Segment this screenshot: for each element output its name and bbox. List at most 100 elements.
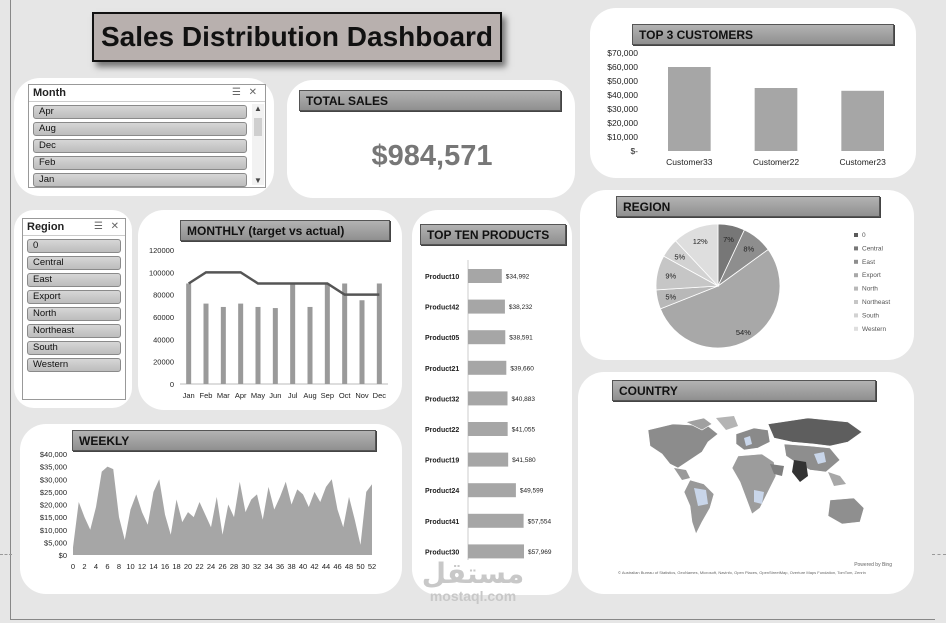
legend-swatch bbox=[854, 246, 858, 251]
data-label: $38,591 bbox=[509, 335, 533, 342]
x-tick-label: 26 bbox=[218, 562, 226, 571]
data-label: $57,969 bbox=[528, 549, 552, 556]
legend-swatch bbox=[854, 286, 858, 291]
bar bbox=[468, 269, 502, 283]
y-tick-label: $0 bbox=[59, 551, 67, 560]
country-panel: COUNTRY Powered by Bing © Australian Bur… bbox=[578, 372, 914, 594]
legend-swatch bbox=[854, 300, 858, 304]
x-tick-label: Customer22 bbox=[753, 157, 800, 167]
map-credit: Powered by Bing bbox=[854, 562, 892, 568]
region-slicer-item-0[interactable]: 0 bbox=[27, 239, 121, 253]
region-slicer-item-east[interactable]: East bbox=[27, 273, 121, 287]
multi-select-icon[interactable]: ☰ bbox=[94, 221, 103, 232]
y-tick-label: $20,000 bbox=[40, 501, 67, 510]
legend-label: Export bbox=[862, 272, 881, 279]
x-tick-label: Aug bbox=[303, 391, 316, 400]
bar bbox=[468, 360, 507, 375]
region-slicer-item-south[interactable]: South bbox=[27, 341, 121, 355]
series-line bbox=[187, 271, 380, 296]
month-slicer-item-aug[interactable]: Aug bbox=[33, 122, 247, 136]
month-slicer-item-jan[interactable]: Jan bbox=[33, 173, 247, 187]
page-break-line bbox=[932, 554, 946, 555]
region-slicer-item-western[interactable]: Western bbox=[27, 358, 121, 372]
x-tick-label: 4 bbox=[94, 562, 98, 571]
category-label: Product24 bbox=[425, 488, 459, 495]
month-slicer-item-feb[interactable]: Feb bbox=[33, 156, 247, 170]
region-slicer-panel: Region ☰ ✕ 0 Central East Export North Northe… bbox=[14, 210, 132, 408]
weekly-title: WEEKLY bbox=[72, 430, 376, 451]
x-tick-label: 22 bbox=[195, 562, 203, 571]
region-slicer-item-central[interactable]: Central bbox=[27, 256, 121, 270]
legend-swatch bbox=[854, 233, 858, 237]
monthly-chart: 120000 100000 80000 60000 40000 20000 0 Jan Feb M… bbox=[149, 246, 388, 400]
scroll-thumb[interactable] bbox=[254, 118, 262, 136]
bar bbox=[468, 544, 524, 559]
bar bbox=[468, 483, 516, 498]
category-label: Product42 bbox=[425, 305, 459, 312]
x-tick-label: 52 bbox=[368, 562, 376, 571]
page-break-line bbox=[0, 554, 12, 555]
region-slicer-item-northeast[interactable]: Northeast bbox=[27, 324, 121, 338]
data-label: 8% bbox=[743, 245, 754, 254]
country-title: COUNTRY bbox=[612, 380, 876, 401]
y-tick-label: 40000 bbox=[153, 335, 174, 344]
y-tick-label: $60,000 bbox=[607, 62, 638, 72]
bar bbox=[272, 308, 278, 384]
weekly-chart: $40,000 $35,000 $30,000 $25,000 $20,000 $15,0… bbox=[40, 450, 376, 571]
region-slicer-item-export[interactable]: Export bbox=[27, 290, 121, 304]
y-tick-label: $- bbox=[630, 146, 638, 156]
y-tick-label: $40,000 bbox=[607, 90, 638, 100]
month-slicer-item-apr[interactable]: Apr bbox=[33, 105, 247, 119]
data-label: $39,660 bbox=[510, 365, 534, 372]
x-tick-label: Customer33 bbox=[666, 157, 713, 167]
data-label: $40,883 bbox=[511, 396, 535, 403]
region-slicer: Region ☰ ✕ 0 Central East Export North Northe… bbox=[22, 218, 126, 400]
region-slicer-item-north[interactable]: North bbox=[27, 307, 121, 321]
y-tick-label: 120000 bbox=[149, 246, 174, 255]
x-tick-label: 24 bbox=[207, 562, 215, 571]
region-slicer-header: Region ☰ ✕ bbox=[23, 219, 125, 236]
data-label: $41,580 bbox=[512, 457, 536, 464]
clear-filter-icon[interactable]: ✕ bbox=[110, 221, 119, 232]
y-tick-label: 20000 bbox=[153, 358, 174, 367]
bar bbox=[203, 303, 209, 384]
x-tick-label: Nov bbox=[355, 391, 369, 400]
data-label: $41,055 bbox=[512, 427, 536, 434]
y-tick-label: $5,000 bbox=[44, 538, 67, 547]
dashboard-frame bbox=[10, 0, 935, 620]
world-map[interactable] bbox=[578, 372, 914, 594]
category-label: Product21 bbox=[425, 366, 459, 373]
x-tick-label: 40 bbox=[299, 562, 307, 571]
x-tick-label: 30 bbox=[241, 562, 249, 571]
top10-title: TOP TEN PRODUCTS bbox=[420, 224, 566, 245]
region-title: REGION bbox=[616, 196, 880, 217]
bar bbox=[468, 422, 508, 436]
legend-label: East bbox=[862, 259, 875, 266]
bar bbox=[754, 88, 798, 151]
month-slicer-scrollbar[interactable]: ▲ ▼ bbox=[252, 104, 264, 185]
x-tick-label: 32 bbox=[253, 562, 261, 571]
map-attribution: © Australian Bureau of Statistics, GeoNa… bbox=[618, 570, 866, 575]
pie-slice bbox=[659, 248, 781, 349]
x-tick-label: Oct bbox=[339, 391, 352, 400]
multi-select-icon[interactable]: ☰ bbox=[232, 87, 241, 98]
bar bbox=[342, 283, 348, 384]
month-slicer-item-dec[interactable]: Dec bbox=[33, 139, 247, 153]
category-label: Product05 bbox=[425, 335, 459, 342]
bar bbox=[238, 303, 244, 384]
y-tick-label: 0 bbox=[170, 380, 174, 389]
x-tick-label: Mar bbox=[217, 391, 230, 400]
total-sales-title: TOTAL SALES bbox=[299, 90, 561, 111]
y-tick-label: 80000 bbox=[153, 291, 174, 300]
top-ten-products-panel: TOP TEN PRODUCTS Product10 $34,992 Product… bbox=[412, 210, 572, 595]
x-tick-label: 28 bbox=[230, 562, 238, 571]
legend-swatch bbox=[854, 259, 858, 264]
scroll-down-icon[interactable]: ▼ bbox=[254, 176, 262, 185]
scroll-up-icon[interactable]: ▲ bbox=[254, 104, 262, 113]
x-tick-label: 16 bbox=[161, 562, 169, 571]
category-label: Product32 bbox=[425, 396, 459, 403]
data-label: 12% bbox=[693, 237, 708, 246]
clear-filter-icon[interactable]: ✕ bbox=[248, 87, 257, 98]
legend-label: Northeast bbox=[862, 299, 890, 306]
y-tick-label: 100000 bbox=[149, 268, 174, 277]
